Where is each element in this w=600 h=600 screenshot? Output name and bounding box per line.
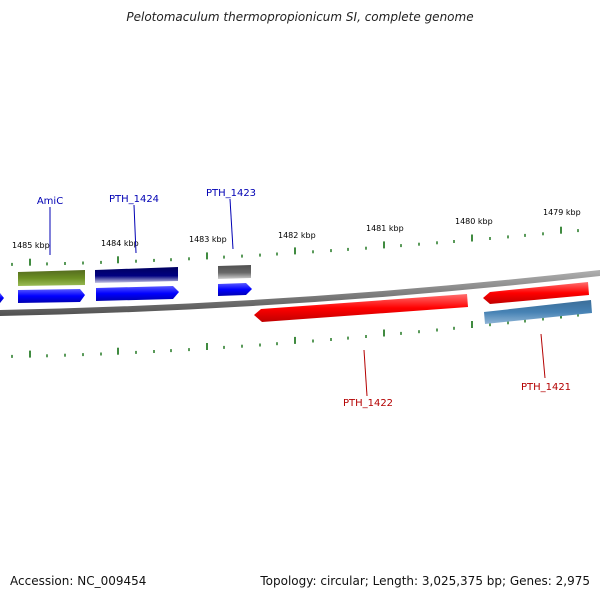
cds-arrow-reverse[interactable] [483,282,589,304]
gene-label-pth-1423[interactable]: PTH_1423 [206,188,256,199]
cds-arrow-reverse[interactable] [254,294,468,322]
reverse-cds-track [254,282,589,322]
gene-label-amic[interactable]: AmiC [37,196,63,207]
gene-bar-pth-1424[interactable] [95,267,178,283]
cds-arrow-forward[interactable] [0,293,4,303]
forward-cds-track [0,283,252,303]
leader-line-pth-1422 [363,349,368,397]
cds-arrow-forward[interactable] [218,283,252,296]
cds-arrow-forward[interactable] [96,286,179,301]
leader-line-pth-1421 [540,333,546,379]
gene-label-pth-1424[interactable]: PTH_1424 [109,194,159,205]
ruler-ticks-bottom [11,311,579,358]
ruler-label: 1483 kbp [189,235,227,244]
page-title: Pelotomaculum thermopropionicum SI, comp… [126,10,474,24]
topology-label: Topology: circular; Length: 3,025,375 bp… [260,574,590,588]
ruler-ticks-top [11,226,579,266]
ruler-label: 1485 kbp [12,241,50,250]
gene-bar-pth-1423[interactable] [218,265,251,279]
gene-bar-pth-1421[interactable] [484,300,592,324]
ruler-label: 1484 kbp [101,239,139,248]
gene-label-pth-1422[interactable]: PTH_1422 [343,398,393,409]
accession-label: Accession: NC_009454 [10,574,147,588]
ruler-label: 1481 kbp [366,224,404,233]
leader-line-pth-1424 [133,204,137,254]
leader-line-pth-1423 [229,198,234,250]
forward-gene-track [18,265,251,286]
gene-bar-amic[interactable] [18,270,85,286]
cds-arrow-forward[interactable] [18,289,85,303]
ruler-label: 1479 kbp [543,208,581,217]
ruler-label: 1482 kbp [278,231,316,240]
ruler-label: 1480 kbp [455,217,493,226]
gene-label-pth-1421[interactable]: PTH_1421 [521,382,571,393]
genome-backbone [0,270,600,316]
